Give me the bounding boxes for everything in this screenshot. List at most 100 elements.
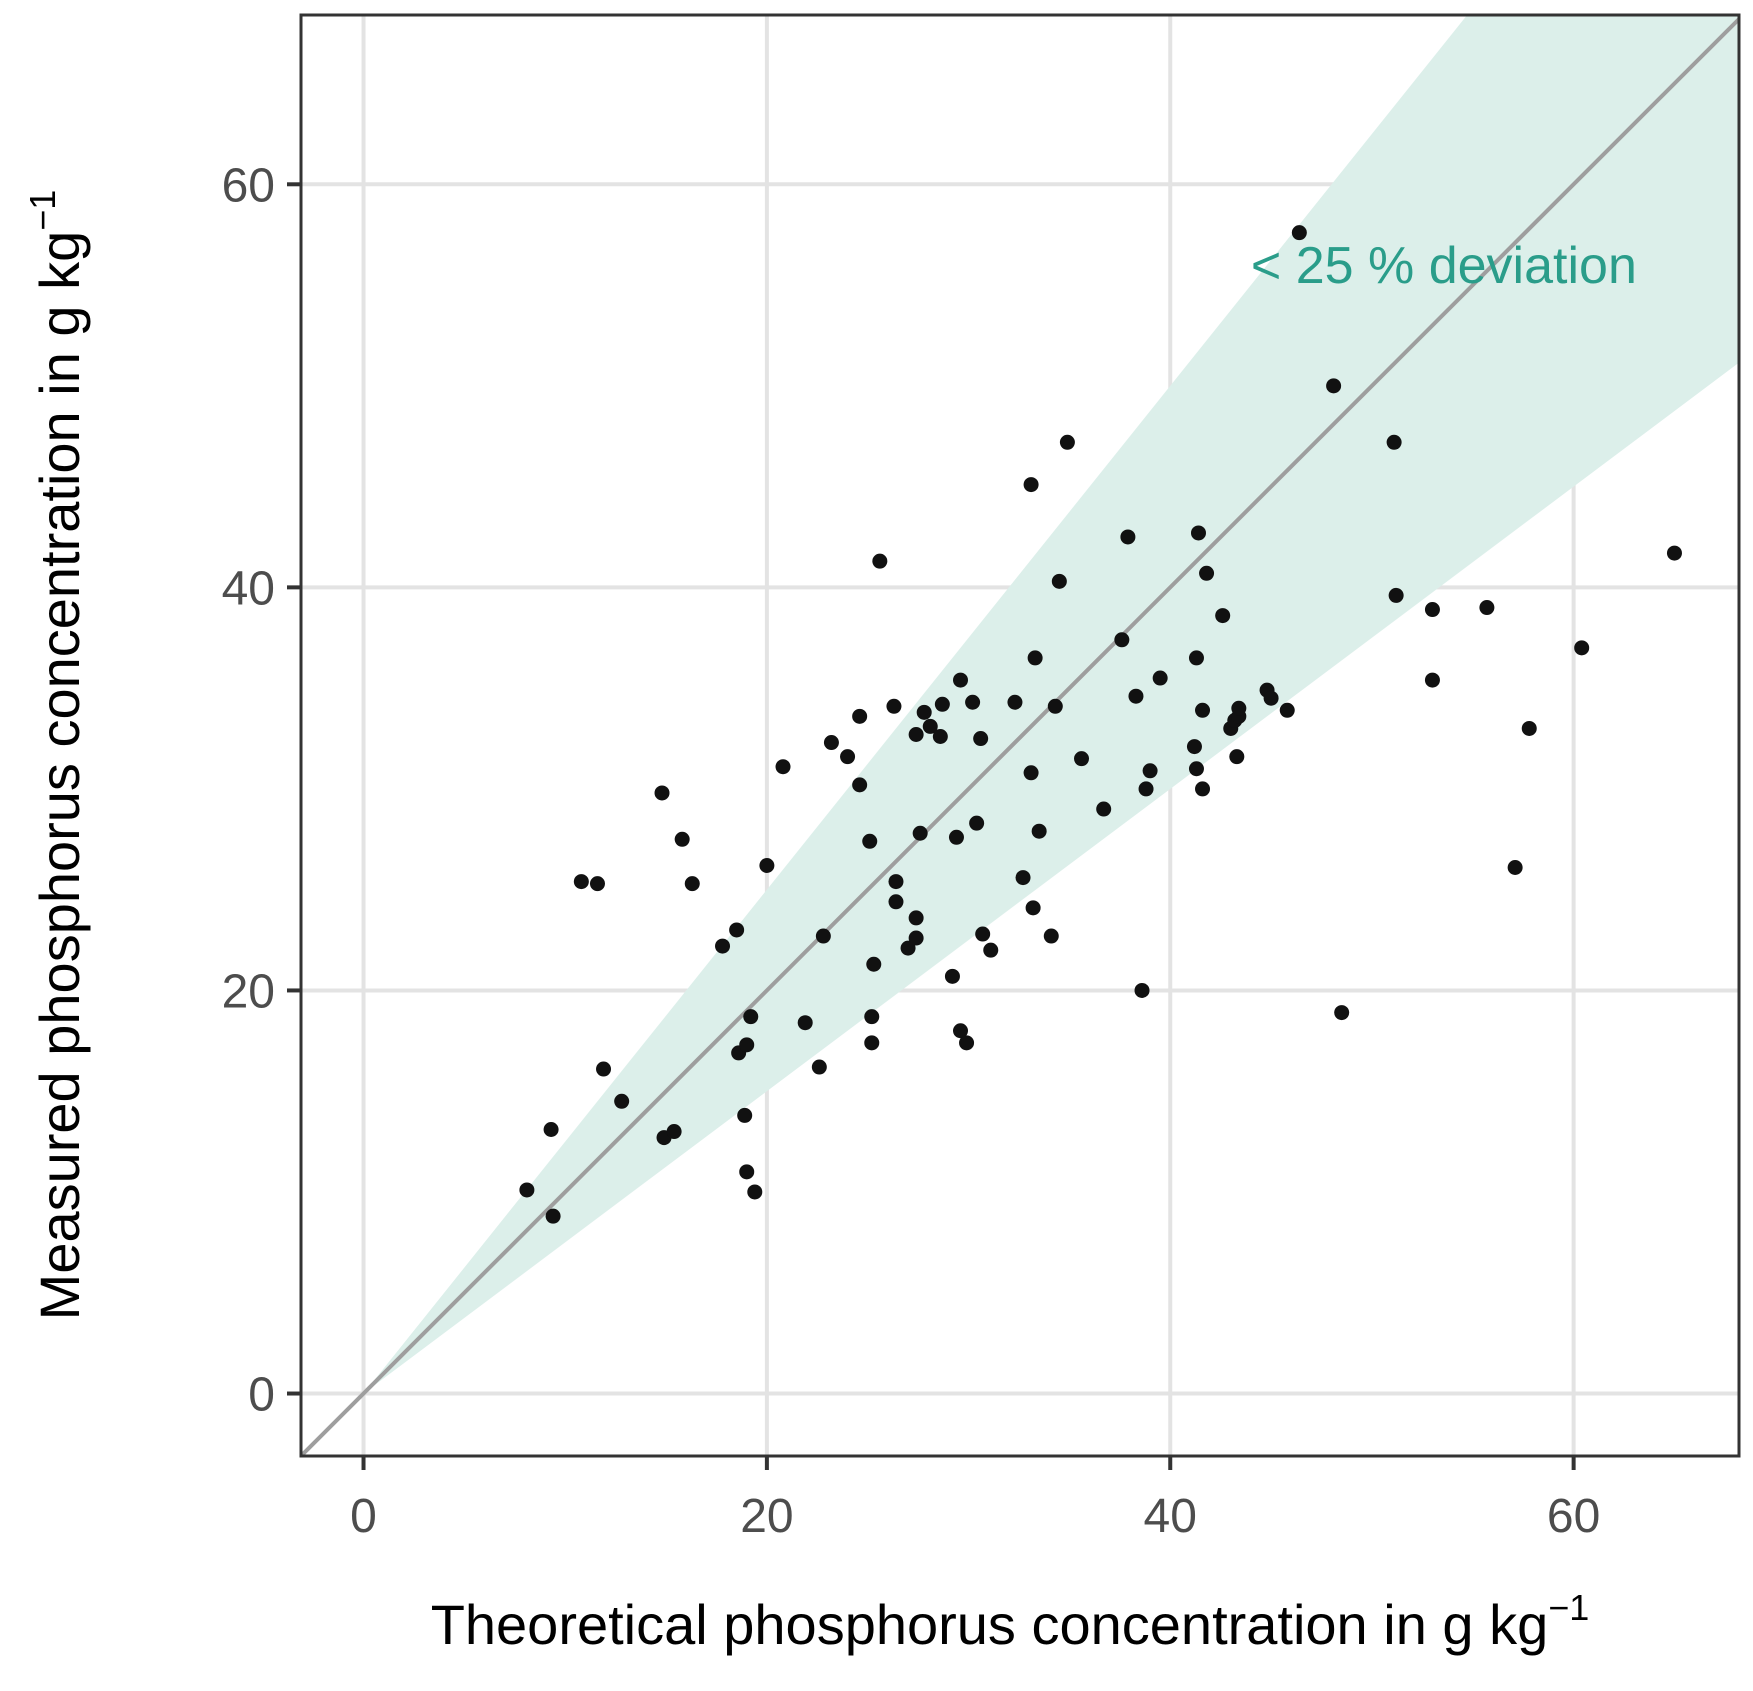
data-point: [654, 785, 670, 801]
data-point: [545, 1208, 561, 1224]
data-point: [715, 938, 731, 954]
data-point: [852, 777, 868, 793]
data-point: [888, 874, 904, 890]
data-point: [944, 968, 960, 984]
data-point: [1186, 739, 1202, 755]
data-point: [932, 729, 948, 745]
data-point: [739, 1037, 755, 1053]
data-point: [934, 696, 950, 712]
data-point: [775, 759, 791, 775]
data-point: [1231, 700, 1247, 716]
data-point: [1023, 765, 1039, 781]
data-point: [1025, 900, 1041, 916]
data-point: [886, 698, 902, 714]
data-point: [852, 708, 868, 724]
data-point: [1027, 650, 1043, 666]
data-point: [729, 922, 745, 938]
data-point: [1023, 477, 1039, 493]
data-point: [1142, 763, 1158, 779]
data-point: [1195, 702, 1211, 718]
data-point: [983, 942, 999, 958]
data-point: [1047, 698, 1063, 714]
data-point: [684, 876, 700, 892]
data-point: [1229, 749, 1245, 765]
data-point: [965, 694, 981, 710]
data-point: [1138, 781, 1154, 797]
data-point: [1043, 928, 1059, 944]
data-point: [759, 857, 775, 873]
data-point: [614, 1093, 630, 1109]
data-point: [747, 1184, 763, 1200]
plot-border: [299, 13, 1741, 1458]
data-point: [840, 749, 856, 765]
y-axis-title: Measured phosphorus concentration in g k…: [22, 190, 91, 1321]
data-point: [1114, 632, 1130, 648]
y-tick-label: 40: [222, 562, 275, 615]
data-point: [1096, 801, 1112, 817]
data-point: [1666, 545, 1682, 561]
data-point: [862, 833, 878, 849]
data-point: [1326, 378, 1342, 394]
data-point: [823, 735, 839, 751]
data-point: [916, 704, 932, 720]
data-point: [975, 926, 991, 942]
data-point: [1263, 690, 1279, 706]
data-point: [900, 940, 916, 956]
data-point: [1388, 587, 1404, 603]
data-point: [743, 1009, 759, 1025]
data-point: [969, 815, 985, 831]
data-point: [864, 1009, 880, 1025]
data-point: [1386, 434, 1402, 450]
data-point: [1120, 529, 1136, 545]
data-point: [1424, 672, 1440, 688]
data-point: [1215, 608, 1231, 624]
data-point: [1424, 602, 1440, 618]
identity-line: [301, 16, 1739, 1456]
data-point: [1291, 225, 1307, 241]
data-point: [739, 1164, 755, 1180]
data-point: [815, 928, 831, 944]
data-point: [1152, 670, 1168, 686]
data-point: [1195, 781, 1211, 797]
data-point: [543, 1122, 559, 1138]
x-tick-label: 20: [740, 1490, 793, 1543]
data-point: [953, 1023, 969, 1039]
x-tick-label: 0: [350, 1490, 377, 1543]
data-point: [737, 1107, 753, 1123]
data-point: [872, 553, 888, 569]
data-point: [797, 1015, 813, 1031]
data-point: [589, 876, 605, 892]
data-point: [519, 1182, 535, 1198]
data-point: [953, 672, 969, 688]
data-point: [1031, 823, 1047, 839]
data-point: [922, 718, 938, 734]
data-point: [1059, 434, 1075, 450]
x-tick-label: 40: [1144, 1490, 1197, 1543]
data-point: [1188, 650, 1204, 666]
data-point: [908, 726, 924, 742]
data-point: [674, 831, 690, 847]
data-point: [866, 956, 882, 972]
x-axis: 0 20 40 60: [350, 1456, 1600, 1543]
data-point: [1128, 688, 1144, 704]
data-point: [908, 910, 924, 926]
data-point: [908, 930, 924, 946]
y-tick-label: 20: [222, 965, 275, 1018]
y-tick-label: 60: [222, 159, 275, 212]
data-point: [1279, 702, 1295, 718]
data-point: [1007, 694, 1023, 710]
data-point: [1051, 573, 1067, 589]
data-point: [1479, 600, 1495, 616]
data-point: [1134, 982, 1150, 998]
data-point: [573, 874, 589, 890]
x-tick-label: 60: [1547, 1490, 1600, 1543]
y-axis: 0 20 40 60: [222, 159, 301, 1422]
data-point: [1334, 1005, 1350, 1021]
data-point: [1507, 860, 1523, 876]
data-point: [864, 1035, 880, 1051]
data-point: [1190, 525, 1206, 541]
data-point: [1574, 640, 1590, 656]
data-point: [973, 731, 989, 747]
data-point: [596, 1061, 612, 1077]
